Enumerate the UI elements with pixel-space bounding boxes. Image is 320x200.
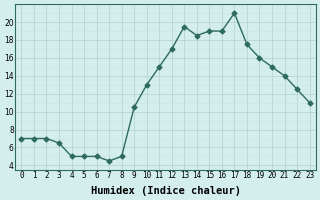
X-axis label: Humidex (Indice chaleur): Humidex (Indice chaleur) (91, 186, 241, 196)
